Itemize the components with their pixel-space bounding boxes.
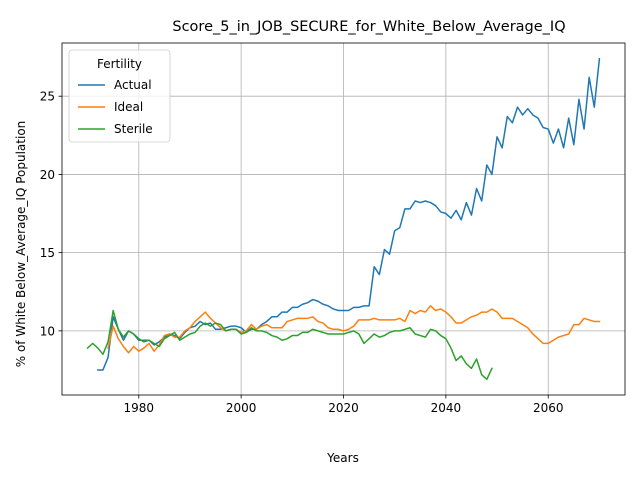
legend-title: Fertility — [97, 57, 142, 71]
legend-label-actual: Actual — [114, 78, 152, 92]
legend-label-ideal: Ideal — [114, 100, 143, 114]
y-tick-label: 10 — [40, 324, 55, 338]
legend-label-sterile: Sterile — [114, 122, 153, 136]
y-tick-label: 25 — [40, 90, 55, 104]
chart-title: Score_5_in_JOB_SECURE_for_White_Below_Av… — [172, 19, 565, 35]
y-tick-label: 15 — [40, 246, 55, 260]
x-tick-label: 1980 — [123, 401, 154, 415]
x-tick-label: 2020 — [328, 401, 359, 415]
y-axis-label: % of White Below_Average_IQ Population — [14, 121, 28, 368]
legend-box — [68, 49, 171, 143]
x-tick-label: 2040 — [431, 401, 462, 415]
x-tick-label: 2060 — [533, 401, 564, 415]
series-line-actual — [97, 57, 601, 371]
series-line-sterile — [86, 309, 493, 381]
series-line-ideal — [107, 305, 601, 354]
y-tick-label: 20 — [40, 168, 55, 182]
x-axis-label: Years — [326, 451, 359, 465]
x-tick-label: 2000 — [226, 401, 257, 415]
legend: Fertility Actual Ideal Sterile — [68, 49, 171, 143]
